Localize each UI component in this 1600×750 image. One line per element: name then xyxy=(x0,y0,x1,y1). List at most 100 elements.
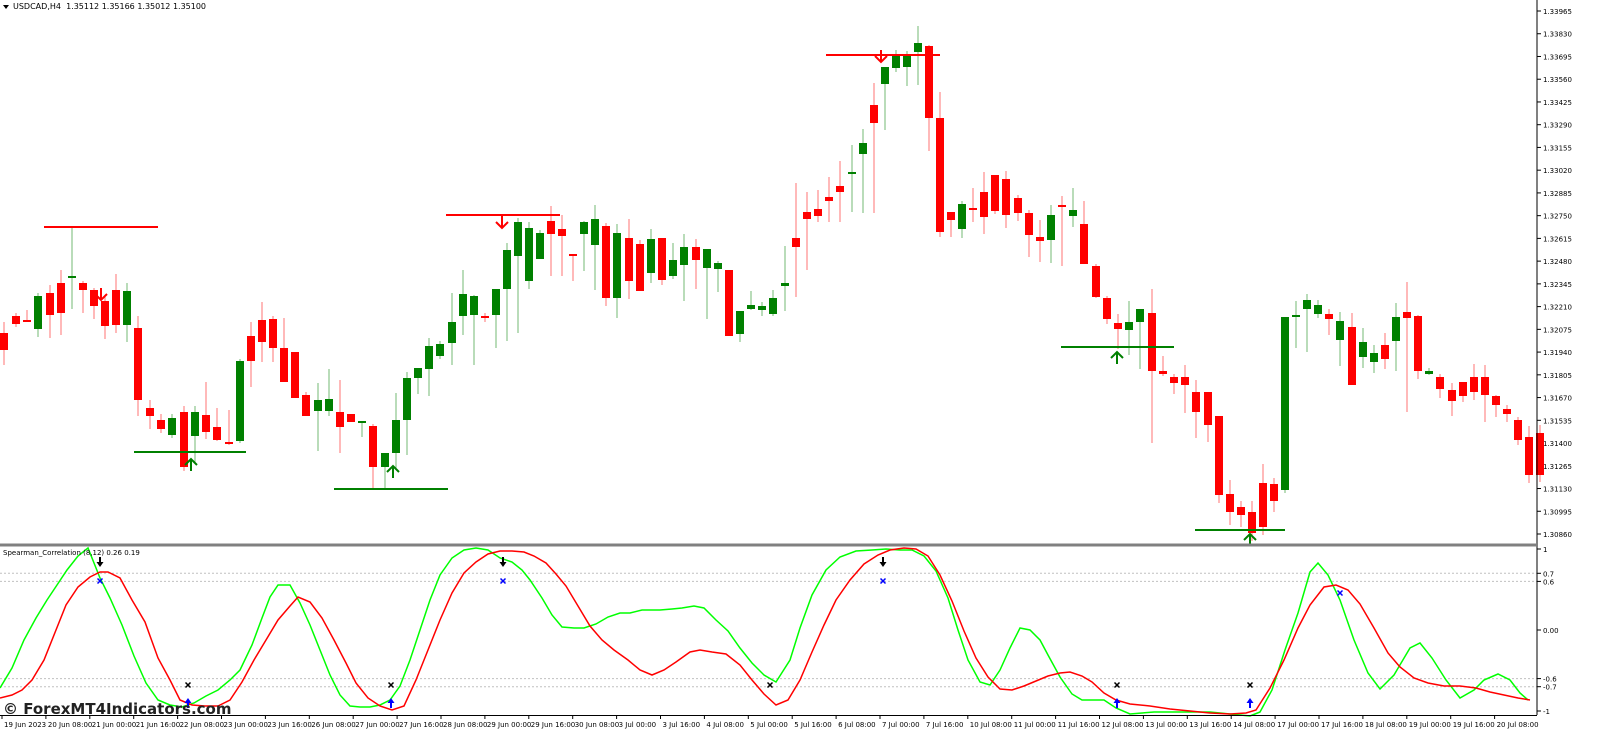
candle xyxy=(1448,383,1456,416)
candle xyxy=(1381,333,1389,369)
candle xyxy=(392,393,400,470)
candle-body xyxy=(381,453,389,467)
dropdown-triangle-icon[interactable] xyxy=(3,4,9,9)
candle xyxy=(258,302,266,362)
price-tick-label: 1.33965 xyxy=(1543,8,1572,16)
candle xyxy=(1181,365,1189,413)
candle xyxy=(580,221,588,271)
time-tick-label: 26 Jun 08:00 xyxy=(311,721,355,729)
candle xyxy=(481,313,489,322)
price-tick-label: 1.32345 xyxy=(1543,281,1572,289)
candle-body xyxy=(647,239,655,273)
time-tick-label: 6 Jul 08:00 xyxy=(838,721,876,729)
time-tick-label: 11 Jul 00:00 xyxy=(1014,721,1056,729)
candle xyxy=(848,145,856,212)
candle-body xyxy=(1192,392,1200,412)
candle xyxy=(680,234,688,301)
candle-body xyxy=(536,233,544,259)
indicator-levels xyxy=(0,572,1537,688)
candle xyxy=(1536,425,1544,482)
time-tick-label: 23 Jun 00:00 xyxy=(224,721,268,729)
candle-body xyxy=(325,399,333,411)
candle-body xyxy=(1025,213,1033,235)
candle xyxy=(602,223,610,306)
candle-body xyxy=(1436,377,1444,389)
arrow-down-icon xyxy=(96,557,104,567)
candle xyxy=(825,177,833,222)
candle xyxy=(168,414,176,438)
arrow-up-icon xyxy=(184,457,198,471)
candle xyxy=(936,92,944,237)
time-tick-label: 11 Jul 16:00 xyxy=(1058,721,1100,729)
indicator-tick-label: 0.00 xyxy=(1543,627,1559,635)
cross-icon xyxy=(184,681,192,689)
candle xyxy=(1481,365,1489,422)
candle-body xyxy=(1370,353,1378,362)
candle xyxy=(134,316,142,416)
candle xyxy=(991,175,999,214)
arrow-up-icon xyxy=(386,464,400,478)
candle-body xyxy=(569,254,577,256)
candle-body xyxy=(213,427,221,440)
arrow-down-icon xyxy=(874,50,888,64)
candle xyxy=(591,205,599,290)
candle-body xyxy=(1002,179,1010,215)
cross-icon xyxy=(879,577,887,585)
time-tick-label: 27 Jun 00:00 xyxy=(355,721,399,729)
candle xyxy=(57,270,65,335)
candle-body xyxy=(1270,484,1278,501)
time-tick-label: 3 Jul 00:00 xyxy=(619,721,657,729)
candle-body xyxy=(101,301,109,326)
candle xyxy=(269,316,277,362)
candle-body xyxy=(703,249,711,268)
candle xyxy=(925,45,933,151)
candle-body xyxy=(1448,390,1456,401)
candle-body xyxy=(1403,312,1411,318)
time-tick-label: 13 Jul 16:00 xyxy=(1189,721,1231,729)
price-tick-label: 1.33695 xyxy=(1543,53,1572,61)
candle-body xyxy=(803,212,811,219)
candle xyxy=(79,281,87,313)
candle xyxy=(1259,464,1267,535)
price-tick-label: 1.31535 xyxy=(1543,417,1572,425)
candle-body xyxy=(448,322,456,343)
candle xyxy=(1336,312,1344,366)
candle xyxy=(1303,294,1311,352)
time-tick-label: 17 Jul 16:00 xyxy=(1321,721,1363,729)
candle xyxy=(558,215,566,276)
candle-body xyxy=(903,56,911,67)
candle xyxy=(669,243,677,279)
candle-body xyxy=(403,378,411,420)
arrow-up-icon xyxy=(1246,698,1254,708)
candle-body xyxy=(57,283,65,313)
indicator-tick-label: -0.7 xyxy=(1543,684,1557,692)
candle xyxy=(291,352,299,398)
candle xyxy=(736,311,744,342)
candle-body xyxy=(958,204,966,229)
candle xyxy=(647,229,655,283)
candle-body xyxy=(358,421,366,423)
candle xyxy=(1359,328,1367,368)
indicator-tick-label: 0.7 xyxy=(1543,570,1554,578)
candle xyxy=(414,368,422,394)
candle xyxy=(247,322,255,387)
candle-body xyxy=(90,290,98,306)
candle-body xyxy=(414,368,422,378)
candle-body xyxy=(1481,377,1489,395)
candle-body xyxy=(481,316,489,318)
candle xyxy=(859,129,867,213)
symbol-header[interactable]: USDCAD,H4 1.35112 1.35166 1.35012 1.3510… xyxy=(3,2,206,11)
candle-body xyxy=(1237,507,1245,515)
candle-body xyxy=(825,197,833,201)
candle-body xyxy=(758,306,766,310)
candle xyxy=(814,190,822,222)
time-tick-label: 21 Jun 16:00 xyxy=(136,721,180,729)
candle xyxy=(1314,300,1322,318)
price-tick-label: 1.30860 xyxy=(1543,531,1572,539)
cross-icon xyxy=(96,577,104,585)
candle xyxy=(881,67,889,130)
arrow-up-icon xyxy=(1110,350,1124,364)
candle-body xyxy=(12,316,20,324)
